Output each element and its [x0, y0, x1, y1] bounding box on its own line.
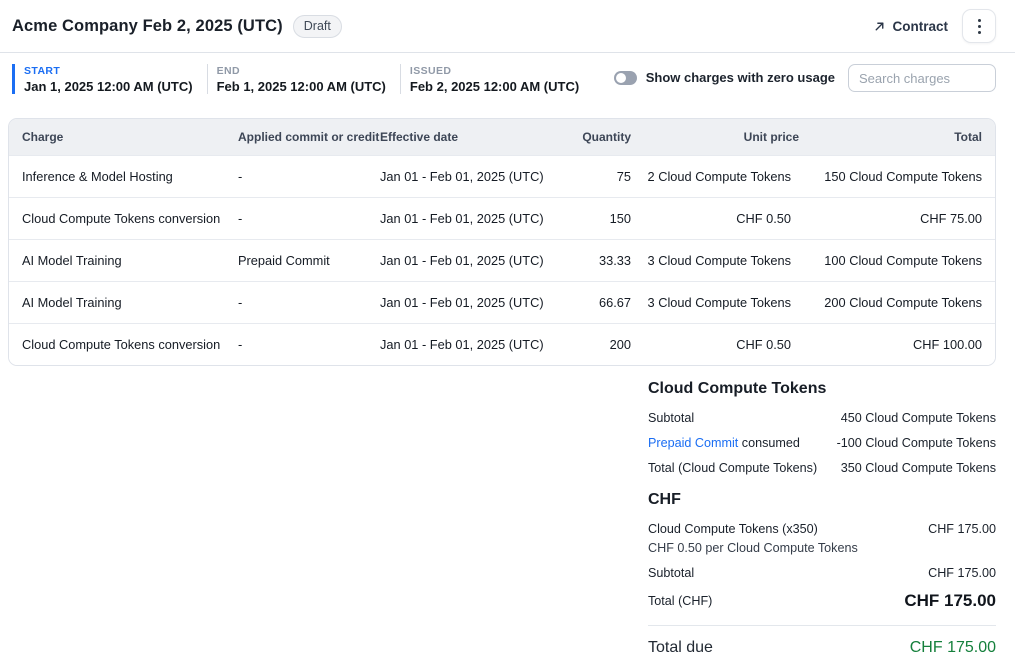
cell-applied: -	[238, 280, 380, 323]
table-row: AI Model Training Prepaid Commit Jan 01 …	[9, 238, 995, 281]
chf-total-label: Total (CHF)	[648, 594, 713, 608]
col-header-unit-price: Unit price	[631, 119, 799, 155]
table-row: Inference & Model Hosting - Jan 01 - Feb…	[9, 154, 995, 197]
tokens-total-value: 350 Cloud Compute Tokens	[840, 461, 996, 475]
end-date-block: END Feb 1, 2025 12:00 AM (UTC)	[206, 64, 400, 94]
tokens-total-label: Total (Cloud Compute Tokens)	[648, 461, 818, 475]
start-value: Jan 1, 2025 12:00 AM (UTC)	[24, 79, 193, 94]
cell-charge: AI Model Training	[9, 280, 238, 323]
cell-quantity: 75	[560, 154, 631, 197]
cell-applied: -	[238, 322, 380, 365]
external-link-arrow-icon	[873, 20, 886, 33]
chf-line-item-rate: CHF 0.50 per Cloud Compute Tokens	[648, 541, 858, 555]
cell-quantity: 33.33	[560, 238, 631, 281]
col-header-applied: Applied commit or credit	[238, 119, 380, 155]
tokens-subtotal-label: Subtotal	[648, 411, 695, 425]
page-title: Acme Company Feb 2, 2025 (UTC)	[12, 16, 283, 35]
cell-effective: Jan 01 - Feb 01, 2025 (UTC)	[380, 280, 560, 323]
cell-charge: Cloud Compute Tokens conversion	[9, 322, 238, 365]
col-header-quantity: Quantity	[560, 119, 631, 155]
chf-line-item-row: Cloud Compute Tokens (x350) CHF 175.00	[648, 522, 996, 536]
cell-total: 100 Cloud Compute Tokens	[799, 238, 995, 281]
prepaid-commit-link[interactable]: Prepaid Commit	[648, 436, 739, 450]
cell-unit-price: 3 Cloud Compute Tokens	[631, 280, 799, 323]
table-row: AI Model Training - Jan 01 - Feb 01, 202…	[9, 280, 995, 323]
cell-quantity: 200	[560, 322, 631, 365]
status-badge: Draft	[292, 14, 342, 38]
cell-effective: Jan 01 - Feb 01, 2025 (UTC)	[380, 238, 560, 281]
chf-total-value: CHF 175.00	[904, 591, 996, 610]
start-date-block: START Jan 1, 2025 12:00 AM (UTC)	[12, 64, 207, 94]
cell-charge: Inference & Model Hosting	[9, 154, 238, 197]
table-row: Cloud Compute Tokens conversion - Jan 01…	[9, 196, 995, 239]
cell-unit-price: CHF 0.50	[631, 322, 799, 365]
kebab-icon	[977, 18, 981, 22]
cell-applied: -	[238, 154, 380, 197]
cell-applied: -	[238, 196, 380, 239]
commit-consumed-suffix: consumed	[738, 436, 800, 450]
invoice-dates: START Jan 1, 2025 12:00 AM (UTC) END Feb…	[12, 64, 593, 94]
cell-total: CHF 75.00	[799, 196, 995, 239]
tokens-total-row: Total (Cloud Compute Tokens) 350 Cloud C…	[648, 461, 996, 475]
col-header-charge: Charge	[9, 119, 238, 155]
header-actions: Contract	[873, 9, 996, 43]
charges-table: Charge Applied commit or credit Effectiv…	[8, 118, 996, 366]
chf-subtotal-row: Subtotal CHF 175.00	[648, 566, 996, 580]
total-due-row: Total due CHF 175.00	[648, 639, 996, 657]
search-input[interactable]	[848, 64, 996, 92]
cell-unit-price: 3 Cloud Compute Tokens	[631, 238, 799, 281]
tokens-subtotal-value: 450 Cloud Compute Tokens	[840, 411, 996, 425]
cell-unit-price: 2 Cloud Compute Tokens	[631, 154, 799, 197]
total-due-label: Total due	[648, 639, 713, 656]
start-label: START	[24, 65, 61, 77]
issued-value: Feb 2, 2025 12:00 AM (UTC)	[409, 79, 580, 94]
chf-line-item-label: Cloud Compute Tokens (x350)	[648, 522, 818, 536]
chf-total-row: Total (CHF) CHF 175.00	[648, 591, 996, 611]
cell-effective: Jan 01 - Feb 01, 2025 (UTC)	[380, 196, 560, 239]
contract-link-label: Contract	[892, 18, 948, 34]
end-label: END	[216, 65, 240, 77]
table-header-row: Charge Applied commit or credit Effectiv…	[9, 119, 995, 155]
contract-link[interactable]: Contract	[873, 19, 948, 34]
cell-charge: AI Model Training	[9, 238, 238, 281]
zero-usage-toggle[interactable]	[613, 70, 637, 85]
cell-charge: Cloud Compute Tokens conversion	[9, 196, 238, 239]
commit-consumed-label: Prepaid Commit consumed	[648, 436, 800, 450]
chf-subtotal-value: CHF 175.00	[928, 566, 996, 580]
table-controls: Show charges with zero usage	[613, 64, 996, 92]
chf-section-heading: CHF	[648, 491, 681, 508]
cell-quantity: 66.67	[560, 280, 631, 323]
cell-total: 150 Cloud Compute Tokens	[799, 154, 995, 197]
zero-usage-toggle-label: Show charges with zero usage	[645, 70, 835, 85]
cell-applied: Prepaid Commit	[238, 238, 380, 281]
cell-total: 200 Cloud Compute Tokens	[799, 280, 995, 323]
commit-consumed-value: -100 Cloud Compute Tokens	[836, 436, 996, 450]
cell-effective: Jan 01 - Feb 01, 2025 (UTC)	[380, 154, 560, 197]
chf-line-item-value: CHF 175.00	[928, 522, 996, 536]
chf-subtotal-label: Subtotal	[648, 566, 695, 580]
issued-label: ISSUED	[409, 65, 452, 77]
invoice-summary: Cloud Compute Tokens Subtotal 450 Cloud …	[648, 380, 996, 657]
tokens-section-heading: Cloud Compute Tokens	[648, 380, 827, 397]
more-options-button[interactable]	[962, 9, 996, 43]
total-due-value: CHF 175.00	[909, 639, 996, 656]
col-header-total: Total	[799, 119, 995, 155]
total-due-divider	[648, 625, 996, 626]
cell-effective: Jan 01 - Feb 01, 2025 (UTC)	[380, 322, 560, 365]
page-header: Acme Company Feb 2, 2025 (UTC) Draft Con…	[0, 0, 1015, 53]
cell-unit-price: CHF 0.50	[631, 196, 799, 239]
col-header-effective: Effective date	[380, 119, 560, 155]
invoice-meta-row: START Jan 1, 2025 12:00 AM (UTC) END Feb…	[12, 64, 996, 94]
tokens-subtotal-row: Subtotal 450 Cloud Compute Tokens	[648, 411, 996, 425]
end-value: Feb 1, 2025 12:00 AM (UTC)	[216, 79, 386, 94]
table-row: Cloud Compute Tokens conversion - Jan 01…	[9, 322, 995, 365]
cell-total: CHF 100.00	[799, 322, 995, 365]
commit-consumed-row: Prepaid Commit consumed -100 Cloud Compu…	[648, 436, 996, 450]
issued-date-block: ISSUED Feb 2, 2025 12:00 AM (UTC)	[399, 64, 593, 94]
toggle-knob	[615, 72, 626, 83]
cell-quantity: 150	[560, 196, 631, 239]
